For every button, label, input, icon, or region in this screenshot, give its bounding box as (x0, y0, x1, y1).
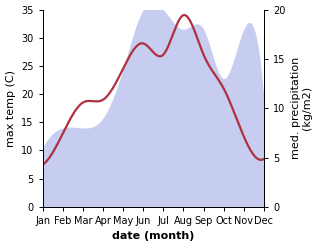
Y-axis label: max temp (C): max temp (C) (5, 70, 16, 147)
Y-axis label: med. precipitation
(kg/m2): med. precipitation (kg/m2) (291, 57, 313, 159)
X-axis label: date (month): date (month) (112, 231, 194, 242)
